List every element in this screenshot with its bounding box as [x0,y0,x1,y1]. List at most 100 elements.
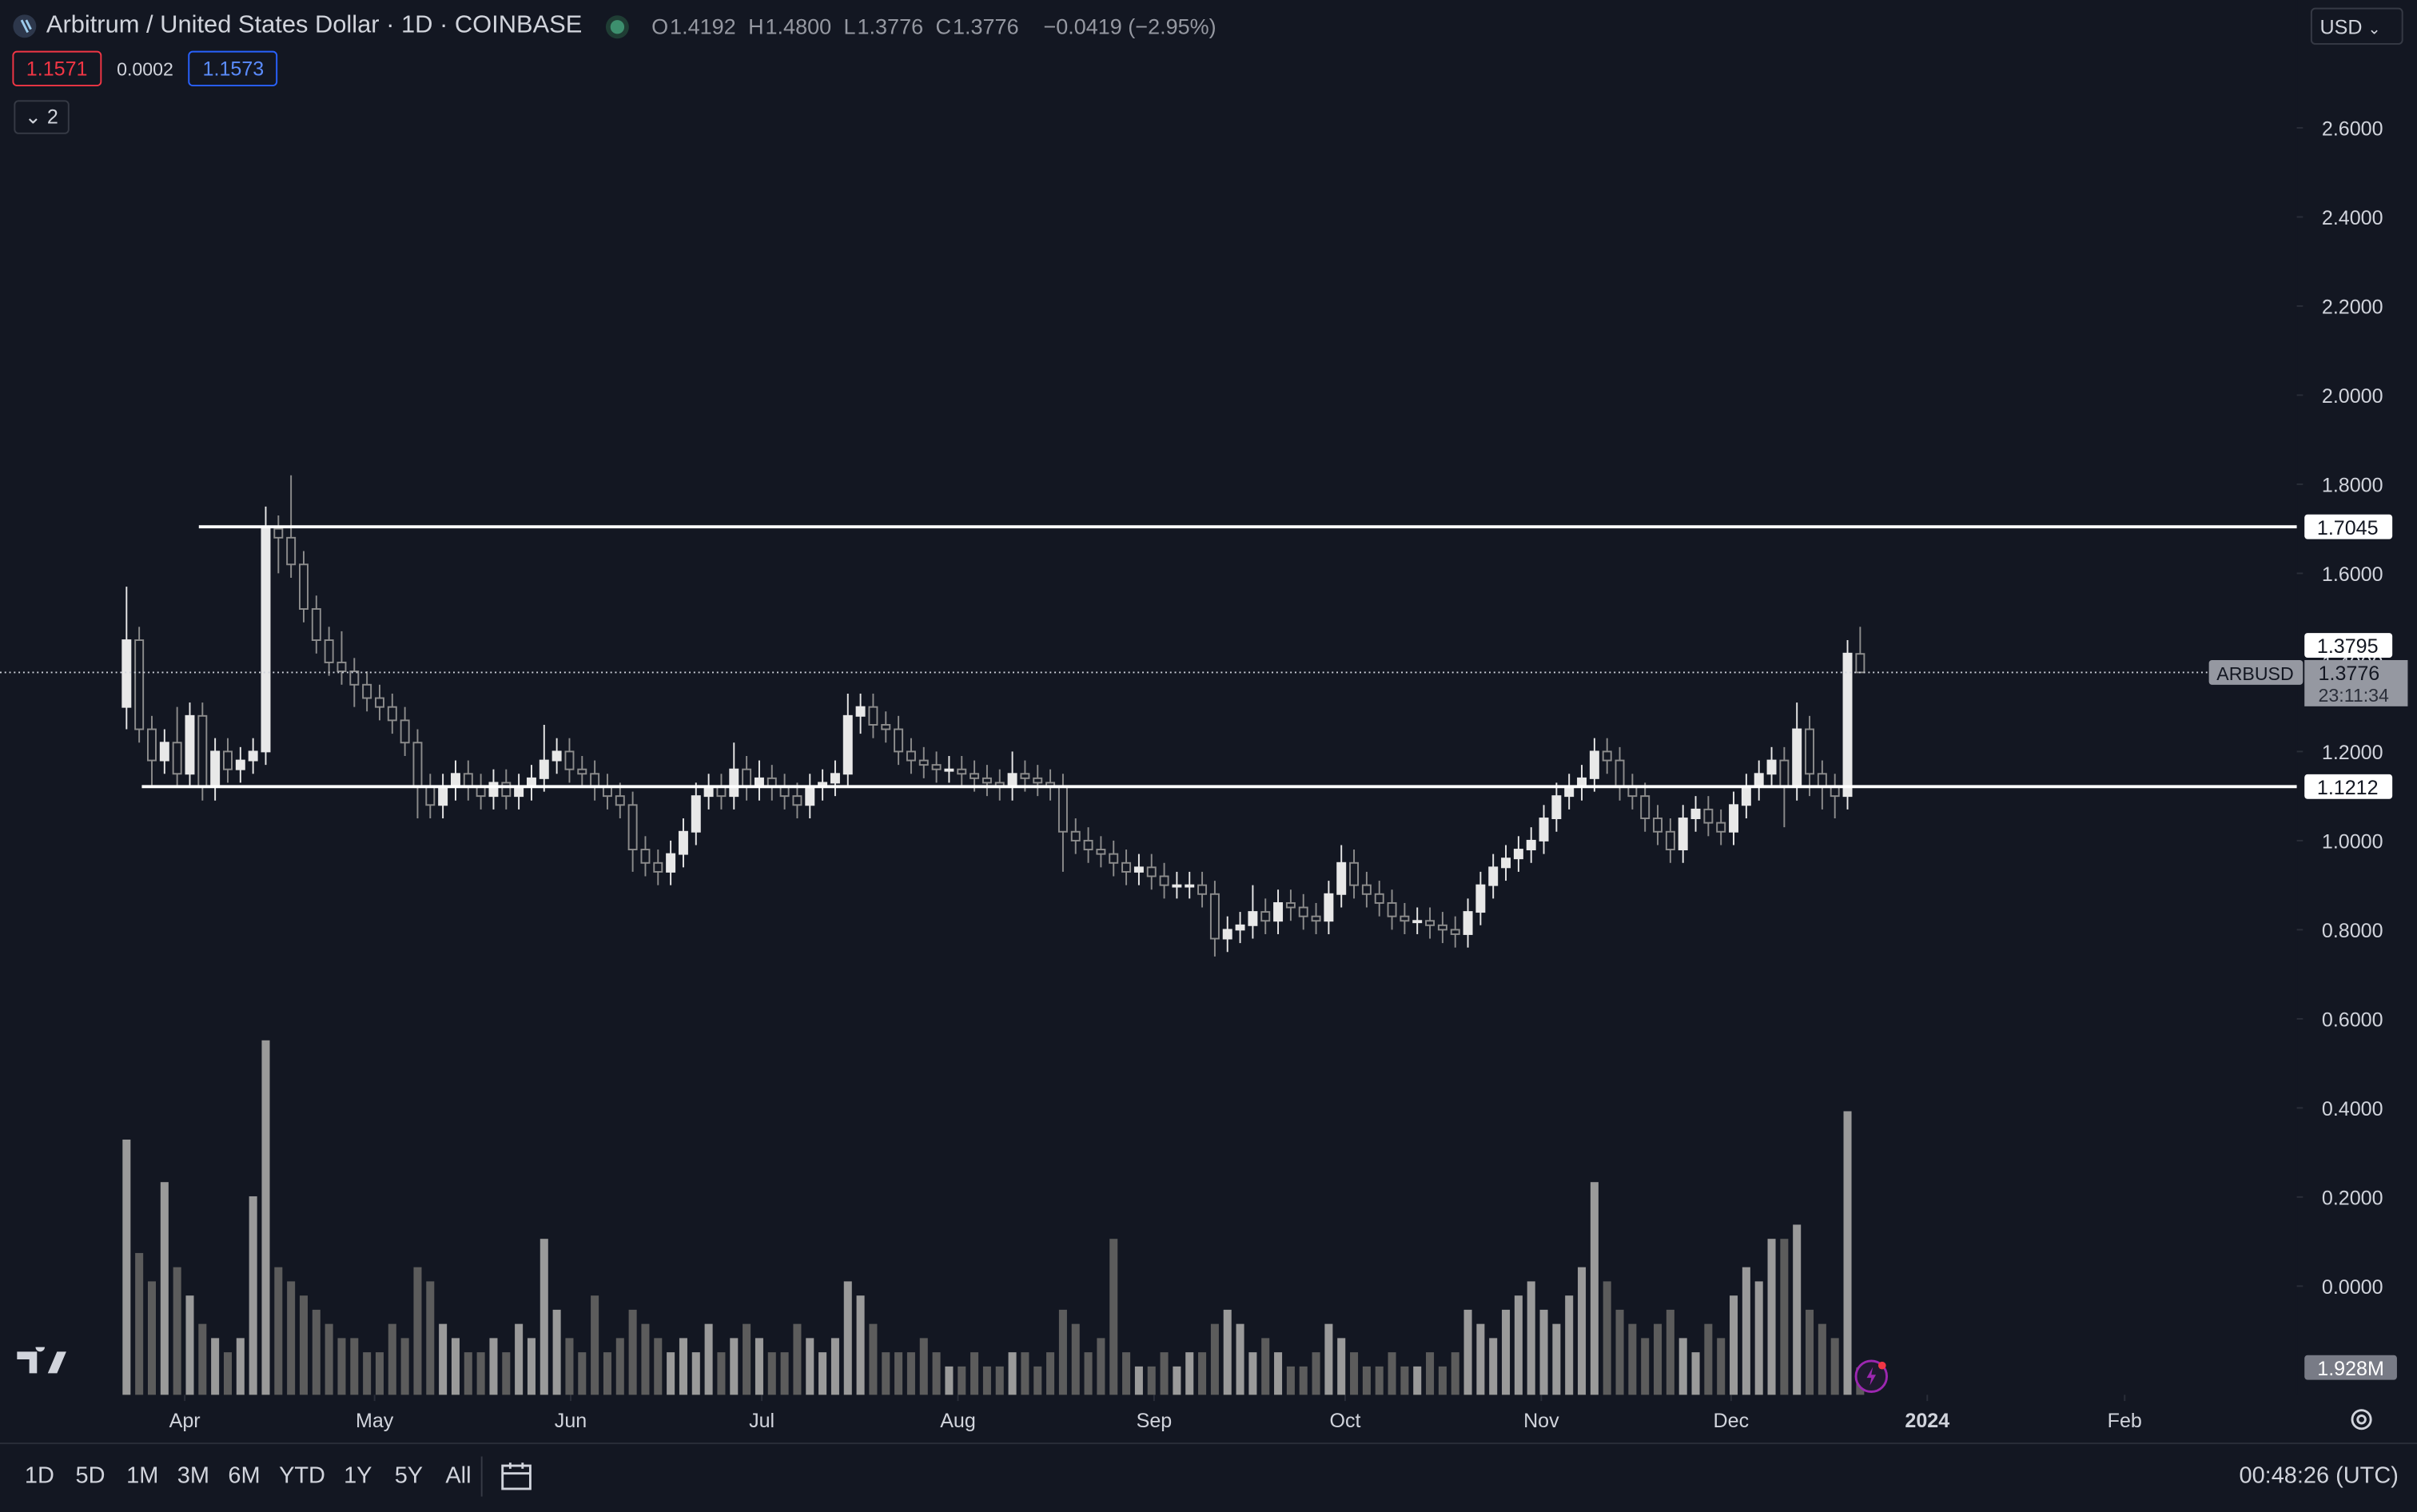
candle-body [1678,818,1688,851]
volume-bar [1704,1323,1713,1395]
x-tick-label: Dec [1714,1410,1750,1432]
volume-bar [1021,1352,1029,1395]
lightning-badge[interactable] [1853,1358,1889,1395]
range-button[interactable]: 1D [24,1462,54,1489]
volume-bar [882,1352,890,1395]
volume-bar [122,1139,131,1395]
date-range-icon[interactable] [500,1459,533,1493]
candle-body [716,786,727,798]
volume-bar [1223,1309,1232,1395]
candle-body [1653,818,1663,833]
range-button[interactable]: 6M [228,1462,261,1489]
volume-bar [869,1323,878,1395]
candle-body [1172,884,1182,888]
volume-bar [1654,1323,1662,1395]
volume-bar [1008,1352,1017,1395]
candle-body [539,759,549,779]
x-tick-label: Feb [2108,1410,2142,1432]
candle-body [1260,911,1271,922]
volume-bar [578,1352,587,1395]
volume-bar [1058,1309,1067,1395]
sell-price[interactable]: 1.1571 [12,50,102,86]
volume-bar [540,1239,548,1395]
candle-body [1729,804,1739,833]
candle-body [1057,786,1068,833]
volume-bar [363,1352,372,1395]
volume-bar [1248,1352,1257,1395]
candle-body [729,768,739,798]
candle-body [362,683,372,699]
candle-body [1185,884,1195,888]
range-button[interactable]: 1Y [344,1462,372,1489]
market-status[interactable] [610,19,624,34]
volume-bar [1185,1352,1194,1395]
volume-bar [160,1182,169,1395]
volume-bar [1578,1267,1587,1395]
tv-logo[interactable] [17,1347,70,1379]
candle-body [1690,808,1701,819]
volume-bar [147,1281,157,1395]
x-tick-label: Jun [555,1410,587,1432]
candle-body [1475,884,1486,913]
candle-body [197,714,208,788]
volume-bar [1261,1338,1270,1395]
volume-bar [830,1338,839,1395]
x-tick-label: Sep [1137,1410,1173,1432]
y-tick-label: 0.8000 [2322,920,2383,942]
candle-body [235,759,245,770]
ohlc-key: O [651,14,669,39]
candle-body [298,563,309,610]
volume-bar [1502,1309,1511,1395]
volume-bar [1147,1366,1156,1395]
candle-body [564,750,575,770]
volume-bar [1691,1352,1700,1395]
volume-bar [1198,1352,1207,1395]
volume-bar [1033,1366,1042,1395]
volume-bar [1793,1224,1802,1395]
candle-body [1615,759,1625,788]
volume-bar [1210,1323,1219,1395]
volume-bar [375,1352,384,1395]
volume-bar [173,1267,181,1395]
clock[interactable]: 00:48:26 (UTC) [2239,1462,2399,1489]
range-button[interactable]: 3M [177,1462,209,1489]
symbol-title[interactable]: Arbitrum / United States Dollar · 1D · C… [46,12,583,39]
range-button[interactable]: All [445,1462,472,1489]
candle-body [261,527,271,753]
currency-select[interactable]: USD ⌄ [2310,7,2403,45]
volume-bar [1236,1323,1244,1395]
volume-bar [1628,1323,1637,1395]
volume-bar [1717,1338,1726,1395]
candle-body [147,728,157,762]
range-button[interactable]: 5D [75,1462,106,1489]
volume-bar [1337,1338,1346,1395]
volume-bar [1514,1295,1523,1395]
volume-bar [1742,1267,1750,1395]
candle-body [742,768,752,788]
candle-body [615,795,625,806]
candle-body [868,706,878,726]
range-button[interactable]: 1M [126,1462,159,1489]
settings-icon[interactable] [2347,1406,2375,1434]
indicators-toggle[interactable]: ⌄ 2 [14,100,70,134]
buy-price[interactable]: 1.1573 [189,50,278,86]
volume-bar [1678,1338,1687,1395]
candle-body [476,786,486,798]
volume-bar [995,1366,1004,1395]
range-button[interactable]: 5Y [394,1462,424,1489]
symbol-label-box [2208,659,2304,685]
volume-bar [603,1352,611,1395]
ohlc-value: 1.4192 [670,14,736,39]
candle-body [551,750,562,762]
volume-bar [198,1323,207,1395]
range-button[interactable]: YTD [279,1462,325,1489]
candle-body [1096,849,1106,855]
candle-body [488,782,499,798]
candle-body [931,764,942,770]
volume-bar [426,1281,435,1395]
chart: 0.0000 0.2000 0.4000 0.6000 0.8000 1.0000 1.20… [0,117,2408,1432]
candle-body [842,714,853,775]
volume-bar [1299,1366,1308,1395]
volume-bar [515,1323,524,1395]
volume-bar [1274,1352,1283,1395]
